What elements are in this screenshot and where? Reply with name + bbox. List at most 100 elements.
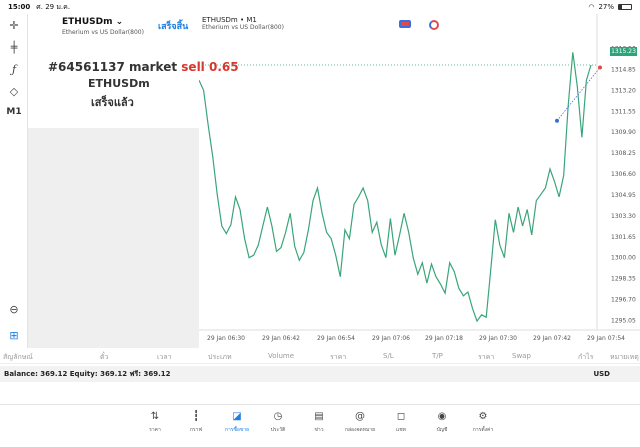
order-side: sell 0.65 — [181, 60, 239, 74]
y-tick-label: 1311.55 — [611, 108, 636, 115]
x-tick-label: 29 Jan 06:30 — [207, 335, 245, 342]
news-book-icon: ▤ — [314, 410, 324, 422]
y-tick-label: 1313.20 — [611, 87, 636, 94]
timeframe-button[interactable]: M1 — [6, 107, 22, 117]
y-tick-label: 1314.85 — [611, 66, 636, 73]
symbol-description: Etherium vs US Dollar(800) — [62, 29, 144, 36]
order-symbol: ETHUSDm — [88, 77, 150, 90]
x-tick-label: 29 Jan 07:30 — [479, 335, 517, 342]
order-entry-marker — [555, 118, 559, 123]
zoom-search-icon[interactable]: ⊖ — [9, 302, 19, 316]
battery-percent: 27% — [598, 3, 614, 11]
balance-text: Balance: 369.12 Equity: 369.12 ฟรี: 369.… — [4, 369, 171, 378]
chart-refresh-icon[interactable] — [429, 20, 439, 30]
order-ticket: #64561137 market — [48, 60, 178, 74]
tab-account-user[interactable]: ◉ บัญชี — [424, 409, 460, 434]
tab-mailbox-at[interactable]: @ กล่องจดหมาย — [342, 409, 378, 434]
y-tick-label: 1295.05 — [611, 317, 636, 324]
chart-canvas[interactable]: 1316.501314.851313.201311.551309.901308.… — [199, 14, 640, 348]
symbol-name: ETHUSDm — [62, 17, 113, 27]
battery-icon — [618, 4, 632, 10]
tab-candles[interactable]: ┇ กราฟ — [178, 409, 214, 434]
tab-label: บัญชี — [436, 427, 448, 433]
x-tick-label: 29 Jan 07:06 — [372, 335, 410, 342]
symbol-selector[interactable]: ETHUSDm ⌄ — [62, 17, 123, 27]
mailbox-at-icon: @ — [355, 410, 365, 422]
trade-chart-icon: ◪ — [232, 410, 242, 422]
status-date: ศ. 29 ม.ค. — [36, 2, 71, 11]
candles-icon: ┇ — [192, 410, 200, 422]
done-button[interactable]: เสร็จสิ้น — [158, 22, 189, 32]
chart-subtitle: Etherium vs US Dollar(800) — [202, 24, 284, 31]
price-chart[interactable]: 1316.501314.851313.201311.551309.901308.… — [199, 14, 640, 348]
bottom-tab-bar: ⇅ ราคา ┇ กราฟ ◪ การซื้อขาย ◷ ประวัติ ▤ ข่าว @ กล่อง… — [0, 404, 640, 447]
settings-gear-icon: ⚙ — [478, 410, 488, 422]
y-tick-label: 1304.95 — [611, 192, 636, 199]
chart-title: ETHUSDm • M1 — [202, 16, 257, 24]
new-order-icon[interactable]: ⊞ — [9, 328, 19, 342]
tab-label: ประวัติ — [270, 427, 286, 433]
wifi-icon: ◠ — [588, 3, 595, 11]
indicators-candles-icon[interactable]: ╪ — [10, 40, 18, 54]
tab-news-book[interactable]: ▤ ข่าว — [301, 409, 337, 434]
tab-label: การซื้อขาย — [224, 427, 250, 433]
x-tick-label: 29 Jan 07:18 — [425, 335, 463, 342]
column-header: T/P — [432, 352, 443, 360]
y-tick-label: 1298.35 — [611, 276, 636, 283]
y-tick-label: 1296.70 — [611, 297, 636, 304]
tab-label: กล่องจดหมาย — [344, 427, 376, 433]
trade-table-header: สัญลักษณ์ ตั๋ว เวลา ประเภท Volume ราคา S/L T/P ร… — [0, 348, 640, 364]
x-tick-label: 29 Jan 06:54 — [317, 335, 355, 342]
column-header: Swap — [512, 352, 531, 360]
x-tick-label: 29 Jan 07:54 — [587, 335, 625, 342]
function-icon[interactable]: ƒ — [11, 62, 17, 76]
order-result-line: #64561137 market sell 0.65 — [48, 60, 239, 74]
account-user-icon: ◉ — [437, 410, 447, 422]
y-tick-label: 1306.60 — [611, 171, 636, 178]
crosshair-icon[interactable]: ✛ — [9, 18, 19, 32]
order-exit-marker — [598, 65, 602, 70]
column-header: สัญลักษณ์ — [3, 353, 33, 361]
tab-chat-bubble[interactable]: ◻ แชท — [383, 409, 419, 434]
column-header: กำไร — [578, 353, 594, 361]
order-status: เสร็จแล้ว — [91, 96, 134, 109]
tab-label: ราคา — [149, 427, 161, 433]
balance-currency: USD — [593, 370, 610, 378]
balance-row: Balance: 369.12 Equity: 369.12 ฟรี: 369.… — [0, 366, 640, 382]
column-header: หมายเหตุ — [610, 353, 639, 361]
chevron-down-icon: ⌄ — [115, 17, 124, 27]
price-series-line — [199, 52, 592, 323]
status-bar: 15:00 ศ. 29 ม.ค. ◠ 27% — [0, 0, 640, 14]
tab-settings-gear[interactable]: ⚙ การตั้งค่า — [465, 409, 501, 434]
tab-label: กราฟ — [189, 427, 203, 433]
tab-trade-chart[interactable]: ◪ การซื้อขาย — [219, 409, 255, 434]
column-header: เวลา — [157, 353, 172, 361]
y-tick-label: 1309.90 — [611, 129, 636, 136]
y-tick-label: 1300.00 — [611, 255, 636, 262]
objects-shapes-icon[interactable]: ◇ — [9, 84, 19, 98]
column-header: ราคา — [478, 353, 495, 361]
column-header: ประเภท — [208, 353, 232, 361]
tab-label: แชท — [396, 427, 406, 433]
tab-label: การตั้งค่า — [472, 427, 494, 433]
status-time: 15:00 — [8, 3, 31, 11]
column-header: Volume — [268, 352, 295, 360]
y-tick-label: 1303.30 — [611, 213, 636, 220]
x-tick-label: 29 Jan 07:42 — [533, 335, 571, 342]
column-header: S/L — [383, 352, 394, 360]
quotes-arrows-icon: ⇅ — [150, 410, 160, 422]
tab-quotes-arrows[interactable]: ⇅ ราคา — [137, 409, 173, 434]
current-price-label: 1315.23 — [610, 47, 637, 56]
y-tick-label: 1301.65 — [611, 234, 636, 241]
order-panel — [28, 14, 199, 128]
tab-history-clock[interactable]: ◷ ประวัติ — [260, 409, 296, 434]
y-tick-label: 1308.25 — [611, 150, 636, 157]
column-header: ตั๋ว — [100, 353, 109, 361]
one-click-trading-icon[interactable] — [399, 20, 411, 28]
chat-bubble-icon: ◻ — [396, 410, 406, 422]
x-tick-label: 29 Jan 06:42 — [262, 335, 300, 342]
order-panel-empty-area — [28, 128, 199, 348]
order-arrow-line — [556, 67, 601, 122]
history-clock-icon: ◷ — [273, 410, 283, 422]
